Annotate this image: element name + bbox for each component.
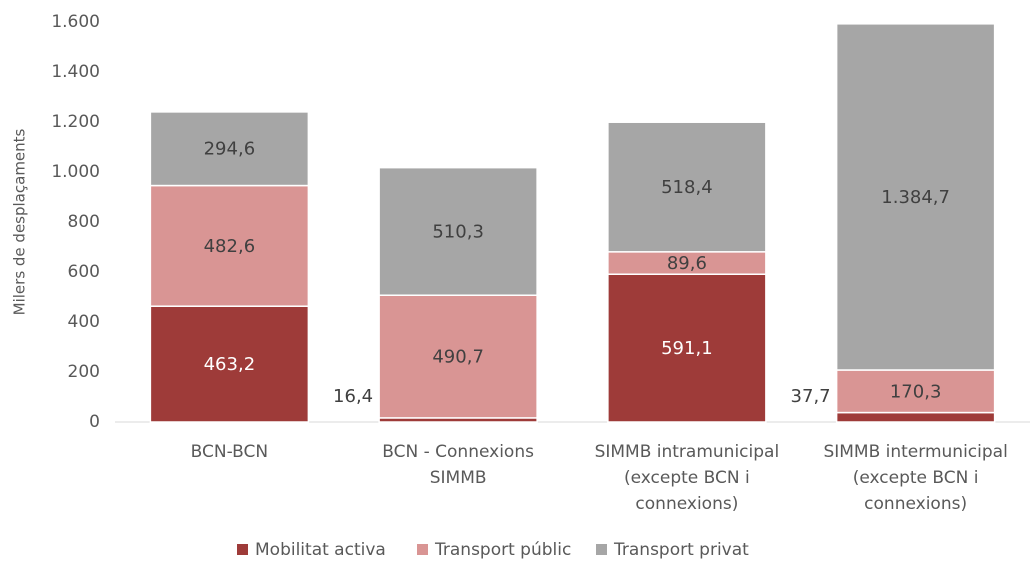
bar-segment — [835, 23, 996, 371]
value-label: 294,6 — [204, 139, 256, 160]
x-tick-label: SIMMB intramunicipal (excepte BCN i connex… — [595, 442, 780, 514]
value-label: 591,1 — [661, 338, 713, 359]
bar-segment — [607, 121, 767, 253]
value-label: 16,4 — [333, 386, 373, 407]
bar-segment — [835, 369, 996, 414]
y-tick-label: 0 — [89, 412, 100, 432]
bar-segment — [149, 305, 310, 423]
legend-label: Transport privat — [613, 540, 749, 560]
bar-segment — [149, 111, 310, 187]
x-tick-label: SIMMB intermunicipal (excepte BCN i connex… — [823, 442, 1007, 514]
y-tick-label: 1.200 — [51, 112, 100, 132]
legend-swatch — [596, 544, 607, 555]
bar-segment — [378, 294, 538, 419]
y-tick-label: 600 — [68, 262, 100, 282]
bar-segment — [149, 184, 310, 307]
value-label: 463,2 — [204, 354, 256, 375]
y-tick-label: 1.000 — [51, 162, 100, 182]
x-tick-label: BCN - Connexions SIMMB — [382, 442, 534, 488]
legend-swatch — [417, 544, 428, 555]
value-label: 518,4 — [661, 177, 713, 198]
y-tick-label: 1.600 — [51, 12, 100, 32]
legend-label: Mobilitat activa — [255, 540, 386, 560]
y-tick-label: 400 — [68, 312, 100, 332]
bar-segment — [835, 411, 996, 423]
value-label: 170,3 — [890, 381, 942, 402]
y-tick-label: 800 — [68, 212, 100, 232]
bar-segment — [378, 166, 538, 296]
value-label: 490,7 — [432, 347, 484, 368]
bar-segment — [607, 273, 767, 423]
value-label: 510,3 — [432, 221, 484, 242]
x-tick-label: BCN-BCN — [191, 442, 268, 462]
value-label: 482,6 — [204, 236, 256, 257]
y-tick-label: 1.400 — [51, 62, 100, 82]
value-label: 1.384,7 — [881, 187, 950, 208]
y-tick-label: 200 — [68, 362, 100, 382]
y-axis-title: Milers de desplaçaments — [11, 128, 29, 315]
legend-swatch — [237, 544, 248, 555]
legend-label: Transport públic — [434, 540, 571, 560]
value-label: 89,6 — [667, 253, 707, 274]
value-label: 37,7 — [791, 386, 831, 407]
